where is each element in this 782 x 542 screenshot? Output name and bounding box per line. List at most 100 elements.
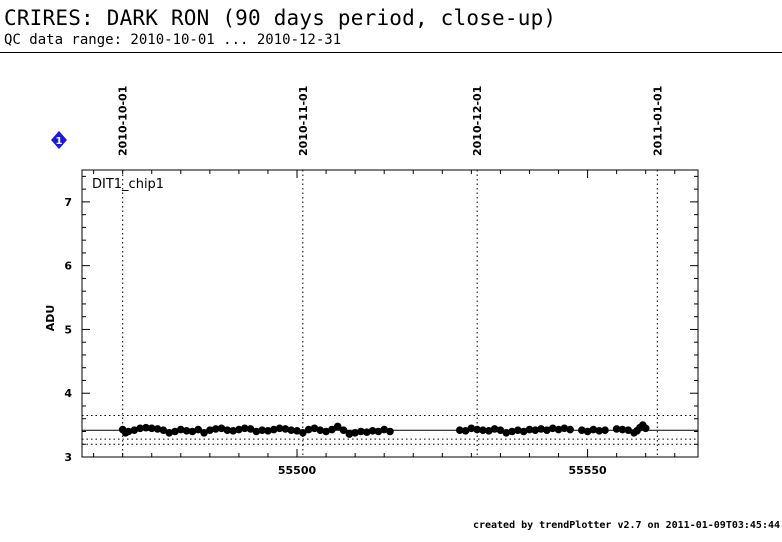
data-point — [299, 428, 307, 437]
data-point — [618, 425, 627, 434]
data-point — [641, 424, 650, 433]
data-point — [490, 425, 499, 433]
data-point — [258, 426, 266, 435]
data-point — [548, 424, 557, 433]
page-title: CRIRES: DARK RON (90 days period, close-… — [4, 6, 557, 30]
data-point — [200, 428, 208, 437]
date-label: 2010-10-01 — [117, 86, 130, 156]
date-label: 2010-11-01 — [297, 86, 310, 156]
data-point — [252, 427, 261, 436]
y-tick-label: 5 — [64, 323, 72, 336]
data-points — [118, 421, 650, 438]
y-tick-label: 7 — [64, 196, 72, 209]
y-tick-label: 6 — [64, 260, 72, 273]
data-point — [217, 424, 226, 433]
data-point — [229, 427, 237, 435]
x-tick-label: 55550 — [568, 464, 607, 477]
data-point — [130, 426, 139, 435]
data-point — [281, 425, 290, 433]
data-point — [287, 426, 296, 435]
data-point — [455, 426, 464, 435]
data-point — [624, 426, 633, 435]
data-point — [514, 426, 522, 435]
data-point — [322, 427, 330, 436]
data-point — [147, 424, 156, 433]
data-point — [357, 427, 365, 436]
y-tick-label: 4 — [64, 387, 72, 400]
data-point — [484, 427, 493, 435]
data-point — [519, 427, 528, 436]
data-point — [577, 426, 586, 435]
data-point — [502, 428, 511, 437]
data-point — [531, 426, 540, 435]
data-point — [612, 425, 621, 433]
data-point — [386, 427, 394, 436]
panel-label: DIT1_chip1 — [92, 177, 164, 192]
data-point — [171, 427, 179, 436]
data-point — [595, 427, 604, 435]
plot-frame — [81, 169, 699, 458]
data-point — [165, 428, 173, 437]
data-point — [333, 422, 342, 431]
data-point — [211, 425, 220, 433]
data-point — [473, 425, 481, 434]
marker-badge: 1 — [51, 131, 67, 149]
data-point — [264, 427, 272, 435]
diamond-marker-icon — [51, 131, 67, 149]
footer-credit: created by trendPlotter v2.7 on 2011-01-… — [472, 520, 780, 531]
data-point — [351, 428, 359, 437]
data-point — [374, 427, 383, 436]
data-point — [543, 426, 551, 435]
y-axis-label: ADU — [44, 305, 57, 332]
data-point — [240, 424, 249, 433]
data-point — [368, 427, 377, 435]
data-point — [525, 425, 534, 434]
x-tick-label: 55500 — [278, 464, 317, 477]
data-point — [293, 427, 301, 435]
data-point — [479, 426, 487, 435]
page-subtitle: QC data range: 2010-10-01 ... 2010-12-31 — [4, 32, 342, 48]
date-label: 2011-01-01 — [651, 86, 664, 156]
data-point — [554, 425, 563, 434]
data-point — [153, 425, 162, 433]
data-point — [206, 426, 214, 435]
data-point — [601, 426, 609, 435]
data-point — [560, 424, 569, 433]
data-point — [362, 428, 371, 436]
date-lines: 2010-10-01 2010-11-01 2010-12-01 2011-01-01 — [117, 86, 664, 457]
data-point — [566, 425, 574, 434]
data-point — [537, 425, 545, 433]
data-point — [235, 425, 243, 434]
data-point — [310, 424, 319, 433]
y-tick-label: 3 — [64, 451, 72, 464]
data-point — [194, 425, 203, 434]
data-point — [223, 426, 232, 435]
data-point — [508, 427, 516, 436]
date-label: 2010-12-01 — [471, 86, 484, 156]
data-point — [246, 425, 255, 433]
header-divider — [0, 52, 782, 53]
data-point — [142, 423, 150, 432]
data-point — [328, 425, 336, 434]
axes: 3 4 5 6 7 55500 55550 — [64, 169, 699, 477]
data-point — [136, 424, 144, 433]
data-point — [467, 424, 476, 433]
data-point — [316, 426, 325, 435]
data-point — [461, 427, 470, 435]
data-point — [583, 427, 592, 436]
data-point — [380, 425, 388, 434]
data-point — [496, 426, 505, 435]
data-point — [124, 427, 133, 436]
data-point — [589, 425, 598, 434]
data-point — [176, 425, 185, 434]
data-point — [159, 426, 168, 435]
data-point — [345, 430, 354, 438]
data-point — [339, 426, 348, 435]
data-point — [304, 425, 313, 434]
marker-badge-label: 1 — [56, 136, 63, 147]
data-point — [182, 427, 191, 435]
data-point — [275, 424, 284, 433]
data-point — [269, 425, 278, 434]
data-point — [188, 427, 197, 436]
